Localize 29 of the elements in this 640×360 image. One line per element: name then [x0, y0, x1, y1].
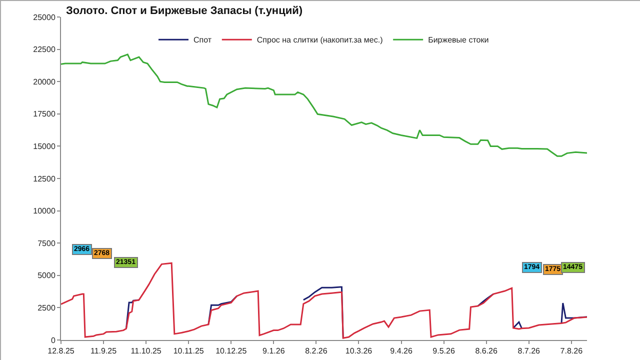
- x-tick-label: 8.7.26: [518, 346, 541, 356]
- y-tick-label: 12500: [33, 174, 56, 184]
- x-tick-label: 8.6.26: [475, 346, 498, 356]
- chart-title: Золото. Спот и Биржевые Запасы (т.унций): [66, 5, 303, 18]
- x-tick-label: 10.3.26: [345, 346, 373, 356]
- y-tick-label: 17500: [33, 110, 56, 119]
- x-tick-label: 8.2.26: [305, 346, 328, 356]
- x-tick-label: 9.5.26: [432, 346, 456, 356]
- x-tick-label: 9.4.26: [390, 346, 413, 356]
- x-tick-label: 12.8.25: [48, 346, 75, 356]
- x-tick-label: 10.11.25: [173, 346, 204, 356]
- y-tick-label: 7500: [38, 238, 56, 248]
- line-series: [61, 54, 587, 157]
- legend-label: Спот: [194, 36, 212, 45]
- legend-label: Спрос на слитки (накопит.за мес.): [256, 36, 384, 45]
- y-tick-label: 22500: [33, 45, 56, 54]
- legend-label: Биржевые стоки: [428, 36, 489, 45]
- x-tick-label: 9.1.26: [262, 346, 286, 356]
- x-tick-label: 7.8.26: [560, 346, 584, 356]
- x-tick-label: 11.10.25: [130, 346, 162, 356]
- y-tick-label: 15000: [33, 142, 56, 151]
- y-tick-label: 5000: [38, 271, 56, 280]
- x-tick-label: 11.9.25: [90, 346, 118, 356]
- x-tick-label: 10.12.25: [216, 346, 248, 356]
- y-tick-label: 2500: [38, 304, 56, 312]
- y-tick-label: 25000: [33, 12, 56, 22]
- y-tick-label: 10000: [33, 206, 56, 216]
- y-tick-label: 0: [50, 336, 56, 345]
- y-tick-label: 20000: [33, 77, 56, 86]
